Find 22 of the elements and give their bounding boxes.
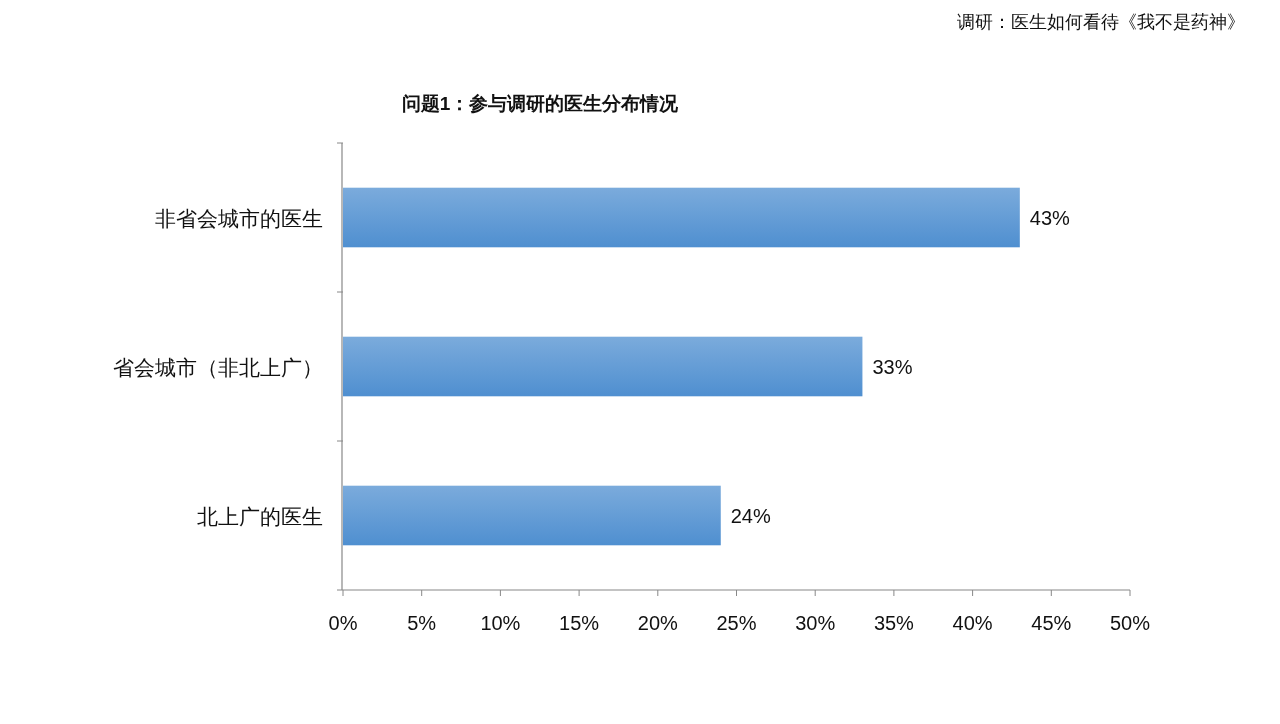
data-label: 33% <box>872 355 913 378</box>
chart-title: 问题1：参与调研的医生分布情况 <box>401 93 680 114</box>
data-label: 43% <box>1029 206 1071 229</box>
y-tick-label: 北上广的医生 <box>197 504 323 528</box>
x-tick-label: 5% <box>407 612 437 634</box>
text: 调研：医生如何看待《我不是药神》 <box>957 12 1245 32</box>
x-tick-label: 0% <box>328 612 358 634</box>
x-tick-label: 30% <box>795 612 836 634</box>
y-tick-label: 省会城市（非北上广） <box>113 355 323 379</box>
y-tick-label: 非省会城市的医生 <box>155 206 323 230</box>
x-tick-label: 10% <box>480 612 521 634</box>
x-tick-label: 15% <box>559 612 600 634</box>
bar <box>343 187 1020 248</box>
x-tick-label: 35% <box>873 612 915 634</box>
data-label: 24% <box>730 504 772 527</box>
x-tick-label: 50% <box>1109 612 1151 634</box>
x-tick-label: 25% <box>716 612 757 634</box>
x-tick-label: 45% <box>1031 612 1072 634</box>
x-tick-label: 40% <box>952 612 993 634</box>
bar <box>343 336 863 397</box>
bar <box>343 485 721 546</box>
x-tick-label: 20% <box>637 612 679 634</box>
